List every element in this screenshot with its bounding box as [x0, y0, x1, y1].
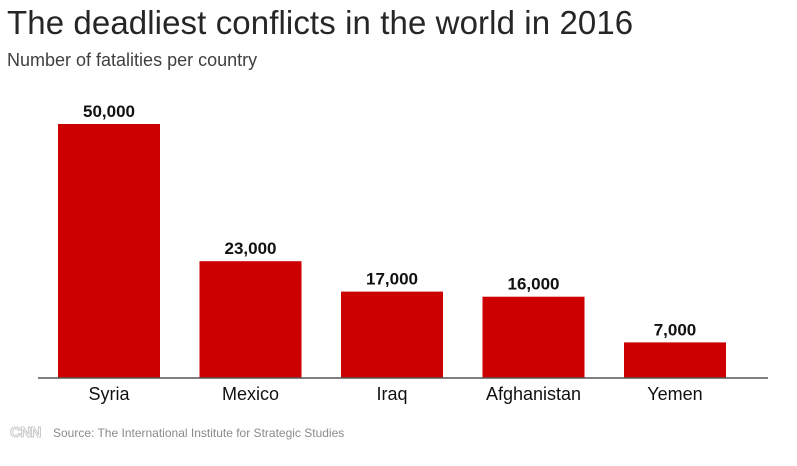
value-label-syria: 50,000 [83, 102, 135, 121]
category-label-syria: Syria [88, 384, 130, 404]
category-label-afghanistan: Afghanistan [486, 384, 581, 404]
value-label-yemen: 7,000 [654, 320, 697, 339]
labels-layer: 50,000 Syria 23,000 Mexico 17,000 Iraq 16,000 A… [83, 102, 703, 404]
footer: CNN Source: The International Institute … [10, 424, 345, 442]
bar-iraq [341, 291, 443, 378]
value-label-iraq: 17,000 [366, 270, 418, 289]
category-label-yemen: Yemen [647, 384, 702, 404]
chart-title: The deadliest conflicts in the world in … [7, 4, 634, 41]
chart-subtitle: Number of fatalities per country [7, 50, 258, 70]
bar-mexico [199, 261, 302, 378]
category-label-iraq: Iraq [376, 384, 407, 404]
bar-syria [58, 124, 160, 378]
value-label-mexico: 23,000 [225, 239, 277, 258]
bar-afghanistan [482, 296, 585, 378]
cnn-logo: CNN [10, 424, 43, 442]
value-label-afghanistan: 16,000 [508, 275, 560, 294]
source-note: Source: The International Institute for … [53, 425, 345, 440]
bars-layer [58, 124, 726, 378]
category-label-mexico: Mexico [222, 384, 279, 404]
bar-yemen [624, 342, 726, 378]
